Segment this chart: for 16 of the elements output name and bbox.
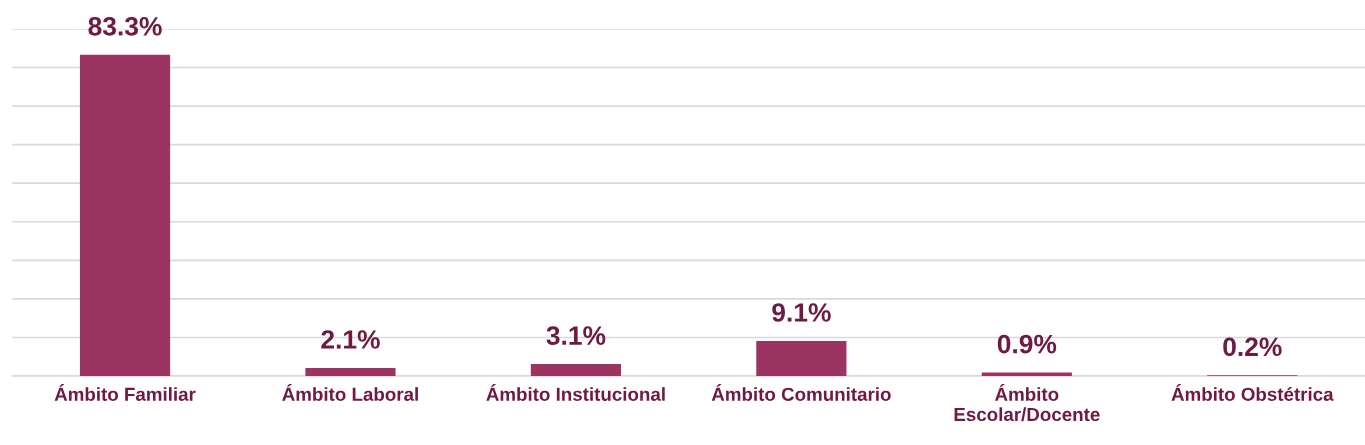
data-label: 0.2% [1223, 337, 1282, 357]
bar [756, 340, 847, 377]
x-tick-label: Ámbito Comunitario [711, 384, 891, 401]
data-label: 2.1% [321, 330, 380, 349]
bar [79, 54, 171, 377]
data-label: 0.9% [997, 334, 1057, 354]
data-label: 3.1% [546, 326, 606, 345]
x-tick-label: Ámbito Institucional [486, 384, 665, 401]
data-label: 9.1% [772, 303, 831, 322]
bar [305, 367, 396, 377]
data-label: 83.3% [88, 16, 162, 36]
bar [530, 364, 622, 377]
x-tick-label: Ámbito Laboral [282, 384, 418, 401]
x-tick-label: Ámbito Obstétrica [1171, 384, 1334, 401]
x-tick-label: Ámbito Familiar [54, 384, 196, 401]
x-tick-label: Ámbito Escolar/Docente [954, 384, 1100, 422]
